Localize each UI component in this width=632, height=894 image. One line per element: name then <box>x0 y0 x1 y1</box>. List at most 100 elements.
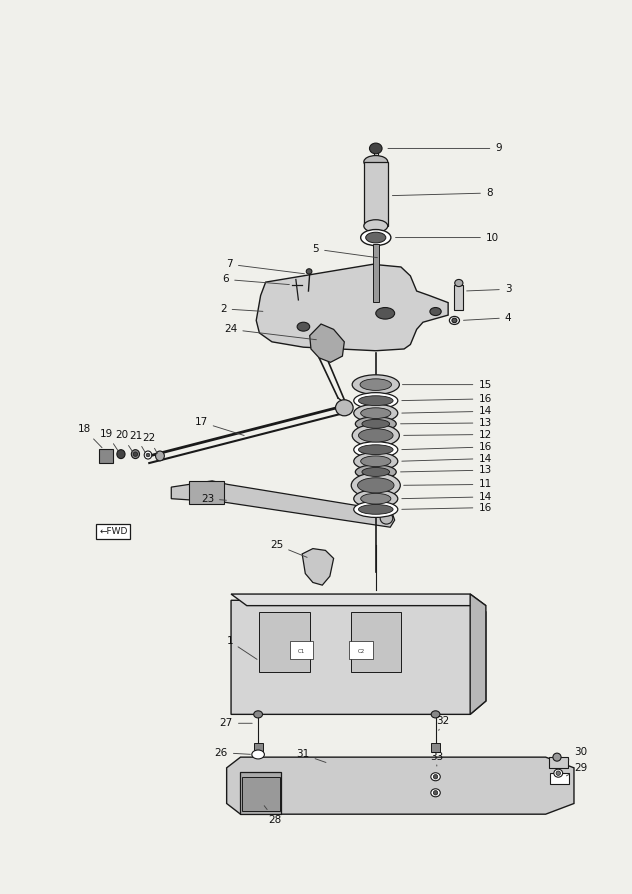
Text: C1: C1 <box>298 648 305 654</box>
Ellipse shape <box>358 396 393 406</box>
Ellipse shape <box>358 504 393 514</box>
Ellipse shape <box>362 468 389 477</box>
Polygon shape <box>310 324 344 362</box>
Ellipse shape <box>146 453 150 457</box>
Ellipse shape <box>354 404 398 422</box>
Polygon shape <box>256 265 448 350</box>
Ellipse shape <box>364 156 387 168</box>
Ellipse shape <box>355 465 396 479</box>
Text: 7: 7 <box>226 259 305 274</box>
Bar <box>189 481 224 504</box>
Bar <box>289 641 313 659</box>
Text: 23: 23 <box>201 493 226 503</box>
Ellipse shape <box>155 451 164 460</box>
Text: 1: 1 <box>226 637 257 660</box>
Ellipse shape <box>431 789 441 797</box>
Text: 14: 14 <box>402 453 492 464</box>
Text: 18: 18 <box>78 424 102 448</box>
Bar <box>431 743 440 752</box>
Text: 33: 33 <box>430 752 443 766</box>
Ellipse shape <box>360 379 391 391</box>
Text: 29: 29 <box>566 763 587 776</box>
Text: 4: 4 <box>463 313 511 323</box>
Ellipse shape <box>354 490 398 508</box>
Text: ←FWD: ←FWD <box>99 527 128 536</box>
Text: 31: 31 <box>296 749 326 763</box>
Text: 16: 16 <box>402 442 492 452</box>
Ellipse shape <box>452 318 457 323</box>
Text: 16: 16 <box>402 502 492 512</box>
Text: 24: 24 <box>224 325 317 340</box>
Text: 10: 10 <box>396 232 499 242</box>
Text: 8: 8 <box>392 188 492 198</box>
Ellipse shape <box>361 493 391 504</box>
Text: 11: 11 <box>404 479 492 489</box>
Bar <box>351 611 401 672</box>
Text: 27: 27 <box>220 718 252 729</box>
Ellipse shape <box>554 769 562 777</box>
Ellipse shape <box>431 711 440 718</box>
Text: 19: 19 <box>100 428 118 451</box>
Bar <box>242 777 279 811</box>
Ellipse shape <box>354 442 398 458</box>
Text: 14: 14 <box>402 407 492 417</box>
Text: 15: 15 <box>403 380 492 390</box>
Ellipse shape <box>556 771 561 775</box>
Ellipse shape <box>361 230 391 246</box>
Ellipse shape <box>370 143 382 154</box>
Ellipse shape <box>355 417 396 431</box>
Text: 13: 13 <box>401 417 492 428</box>
Text: 26: 26 <box>215 747 250 758</box>
Ellipse shape <box>307 269 312 274</box>
Ellipse shape <box>117 450 125 459</box>
Ellipse shape <box>351 473 400 498</box>
Ellipse shape <box>133 451 138 456</box>
Ellipse shape <box>364 220 387 232</box>
Polygon shape <box>302 549 334 586</box>
Text: 13: 13 <box>401 465 492 476</box>
Polygon shape <box>227 757 574 814</box>
Ellipse shape <box>430 308 441 316</box>
Text: 28: 28 <box>264 805 281 824</box>
Ellipse shape <box>380 512 392 524</box>
Ellipse shape <box>455 280 463 287</box>
Bar <box>364 162 387 226</box>
Ellipse shape <box>366 232 386 243</box>
Text: 5: 5 <box>312 244 377 257</box>
Ellipse shape <box>131 450 140 459</box>
Polygon shape <box>231 600 486 714</box>
Ellipse shape <box>361 408 391 418</box>
Ellipse shape <box>431 772 441 780</box>
Ellipse shape <box>354 502 398 518</box>
Text: C2: C2 <box>358 648 365 654</box>
Ellipse shape <box>352 375 399 394</box>
Text: 9: 9 <box>388 143 502 154</box>
Ellipse shape <box>376 308 394 319</box>
Polygon shape <box>171 481 394 527</box>
Ellipse shape <box>358 445 393 454</box>
Text: 22: 22 <box>142 433 157 453</box>
Text: 32: 32 <box>436 716 449 730</box>
Ellipse shape <box>252 750 264 759</box>
Text: 12: 12 <box>404 429 492 440</box>
Ellipse shape <box>253 711 262 718</box>
Text: 25: 25 <box>270 540 307 557</box>
Bar <box>550 773 569 784</box>
Text: 14: 14 <box>402 492 492 502</box>
Text: 20: 20 <box>116 430 133 451</box>
Bar <box>549 757 568 768</box>
Bar <box>253 743 262 752</box>
Bar <box>99 449 112 463</box>
Ellipse shape <box>361 456 391 467</box>
Text: 2: 2 <box>220 304 263 314</box>
Ellipse shape <box>354 452 398 470</box>
Ellipse shape <box>553 753 561 761</box>
Text: 3: 3 <box>466 284 511 294</box>
Text: 17: 17 <box>195 417 244 435</box>
Polygon shape <box>231 594 486 605</box>
Polygon shape <box>470 594 486 714</box>
Bar <box>454 285 463 309</box>
Bar <box>349 641 374 659</box>
Ellipse shape <box>354 392 398 409</box>
Ellipse shape <box>434 790 438 795</box>
